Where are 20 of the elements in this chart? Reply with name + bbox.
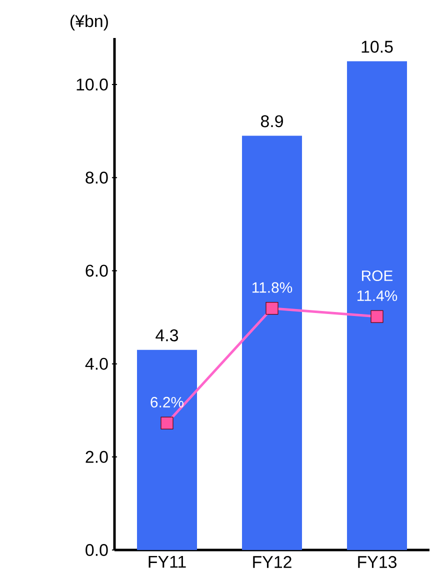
y-tick-label: 4.0 (85, 358, 108, 370)
data-label: 8.9 (261, 115, 284, 128)
text: ROE (362, 270, 393, 281)
x-tick-label: FY13 (358, 556, 397, 568)
data-label: 6.2% (150, 396, 184, 408)
x-tick-label: FY12 (253, 556, 292, 568)
y-tick-label: 6.0 (86, 264, 108, 277)
y-tick-label: 8.0 (86, 172, 108, 184)
bar (347, 61, 408, 550)
y-tick-label: 10.0 (76, 78, 108, 91)
data-label: 4.3 (156, 329, 178, 342)
data-label: 11.8% (252, 282, 292, 293)
x-tick-label: FY11 (148, 556, 186, 568)
y-tick-label: 0.0 (86, 544, 108, 556)
bar (242, 136, 302, 550)
y-tick-label: 2.0 (86, 450, 108, 463)
data-label: 11.4% (358, 290, 398, 302)
y-axis-title: (¥bn) (70, 14, 108, 30)
data-label: 10.5 (362, 40, 393, 53)
bar (137, 350, 198, 550)
